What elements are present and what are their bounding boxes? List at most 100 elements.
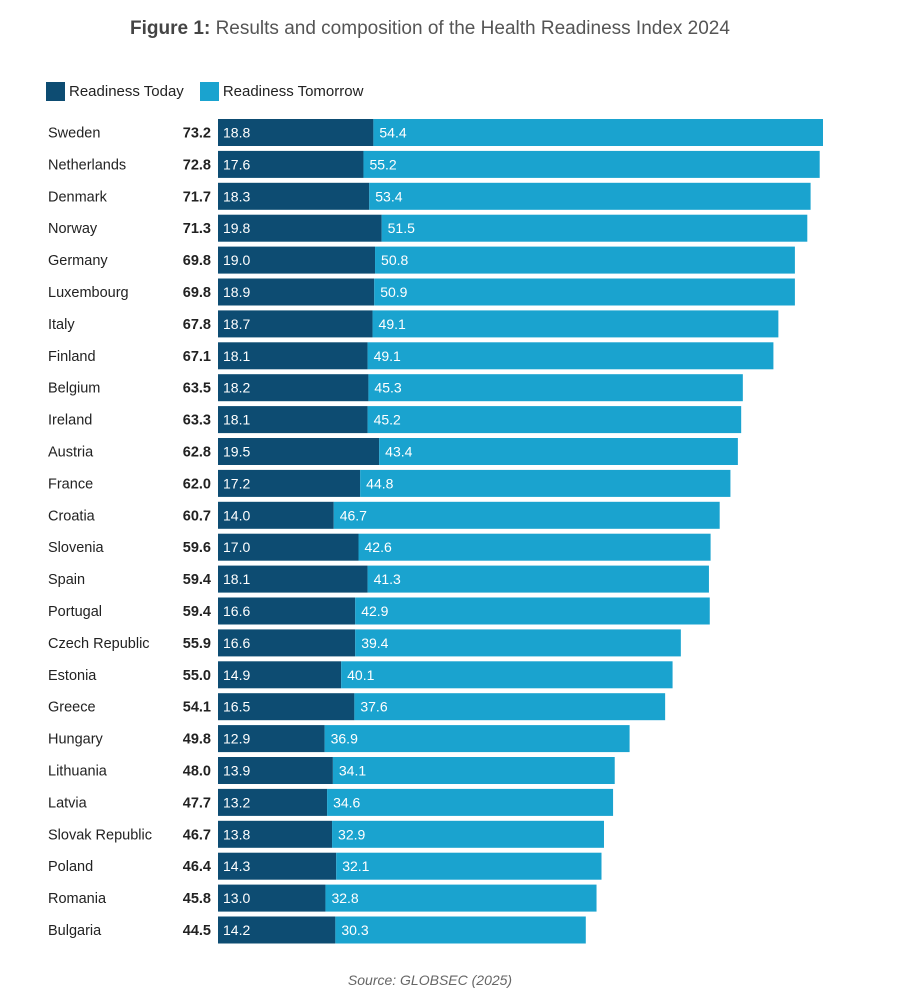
country-label: Greece (48, 700, 96, 716)
bar-today (218, 342, 368, 370)
today-value-label: 17.6 (223, 156, 250, 172)
bar-tomorrow (368, 374, 743, 402)
legend-item-tomorrow: Readiness Tomorrow (199, 82, 363, 101)
tomorrow-value-label: 40.1 (347, 667, 374, 683)
today-value-label: 18.1 (223, 571, 250, 587)
bar-tomorrow (332, 820, 604, 848)
tomorrow-value-label: 53.4 (375, 188, 402, 204)
today-value-label: 19.0 (223, 252, 250, 268)
tomorrow-value-label: 45.3 (374, 380, 401, 396)
total-label: 60.7 (183, 508, 211, 524)
country-label: Sweden (48, 126, 100, 142)
total-label: 44.5 (183, 923, 211, 939)
today-value-label: 13.8 (223, 826, 250, 842)
total-label: 67.8 (183, 317, 211, 333)
total-label: 71.7 (183, 189, 211, 205)
bar-today (218, 469, 361, 497)
tomorrow-value-label: 49.1 (379, 316, 406, 332)
total-label: 47.7 (183, 795, 211, 811)
tomorrow-value-label: 42.6 (365, 539, 392, 555)
tomorrow-value-label: 32.9 (338, 826, 365, 842)
legend-swatch-tomorrow (199, 82, 219, 101)
tomorrow-value-label: 49.1 (374, 348, 401, 364)
country-label: Lithuania (48, 764, 108, 780)
bar-today (218, 725, 325, 753)
bar-today (218, 119, 374, 146)
total-label: 45.8 (183, 891, 211, 907)
total-label: 67.1 (183, 349, 211, 365)
bar-tomorrow (341, 661, 673, 689)
tomorrow-value-label: 42.9 (361, 603, 388, 619)
tomorrow-value-label: 50.9 (380, 284, 407, 300)
today-value-label: 19.8 (223, 220, 250, 236)
total-label: 46.7 (183, 827, 211, 843)
bar-tomorrow (360, 469, 731, 497)
tomorrow-value-label: 37.6 (360, 699, 387, 715)
bar-tomorrow (374, 278, 795, 306)
country-label: Austria (48, 445, 94, 461)
today-value-label: 13.9 (223, 763, 250, 779)
total-label: 69.8 (183, 285, 211, 301)
tomorrow-value-label: 36.9 (331, 731, 358, 747)
bar-tomorrow (332, 757, 615, 784)
country-label: Czech Republic (48, 636, 150, 652)
bar-tomorrow (355, 597, 710, 625)
tomorrow-value-label: 46.7 (340, 507, 367, 523)
today-value-label: 12.9 (223, 731, 250, 747)
bar-today (218, 788, 328, 816)
title-prefix: Figure 1: (130, 18, 211, 39)
bar-tomorrow (367, 342, 774, 370)
today-value-label: 14.0 (223, 507, 250, 523)
today-value-label: 14.2 (223, 922, 250, 938)
total-label: 72.8 (183, 157, 211, 173)
bar-tomorrow (358, 533, 711, 561)
total-label: 63.5 (183, 381, 211, 397)
bar-tomorrow (333, 501, 720, 529)
country-label: Estonia (48, 668, 97, 684)
tomorrow-value-label: 41.3 (374, 571, 401, 587)
tomorrow-value-label: 43.4 (385, 444, 412, 460)
bar-today (218, 310, 373, 338)
bar-today (218, 852, 337, 880)
tomorrow-value-label: 45.2 (374, 412, 401, 428)
today-value-label: 14.9 (223, 667, 250, 683)
bar-today (218, 214, 382, 242)
bar-today (218, 597, 356, 625)
total-label: 49.8 (183, 732, 211, 748)
country-label: Norway (48, 221, 98, 237)
tomorrow-value-label: 55.2 (369, 156, 396, 172)
tomorrow-value-label: 32.8 (331, 890, 358, 906)
today-value-label: 16.6 (223, 603, 250, 619)
source-note: Source: GLOBSEC (2025) (347, 972, 513, 988)
total-label: 48.0 (183, 764, 211, 780)
bar-today (218, 406, 368, 434)
bar-today (218, 182, 370, 210)
country-label: Italy (48, 317, 75, 333)
bar-today (218, 150, 364, 178)
bar-tomorrow (379, 438, 738, 465)
country-label: Luxembourg (48, 285, 129, 301)
tomorrow-value-label: 54.4 (379, 125, 406, 141)
country-label: Denmark (48, 189, 108, 205)
country-label: Ireland (48, 413, 92, 429)
legend-swatch-today (46, 82, 65, 101)
tomorrow-value-label: 44.8 (366, 475, 393, 491)
total-label: 55.0 (183, 668, 211, 684)
country-label: Netherlands (48, 157, 126, 173)
bar-tomorrow (327, 788, 614, 816)
total-label: 62.0 (183, 476, 211, 492)
country-label: Latvia (48, 795, 88, 811)
today-value-label: 17.0 (223, 539, 250, 555)
bar-tomorrow (363, 150, 820, 178)
bar-today (218, 278, 375, 306)
country-label: Bulgaria (48, 923, 102, 939)
bar-tomorrow (373, 119, 823, 146)
country-label: France (48, 476, 93, 492)
bar-tomorrow (372, 310, 779, 338)
total-label: 54.1 (183, 700, 211, 716)
bar-tomorrow (367, 406, 742, 434)
today-value-label: 14.3 (223, 858, 250, 874)
country-label: Finland (48, 349, 96, 365)
total-label: 46.4 (183, 859, 211, 875)
bar-today (218, 438, 380, 465)
